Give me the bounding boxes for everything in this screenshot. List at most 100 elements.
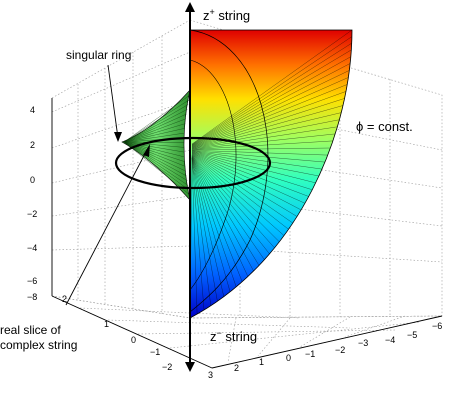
axis-frame xyxy=(51,98,443,369)
right-tick: 0 xyxy=(286,353,291,363)
surface-ruling-line xyxy=(191,152,306,204)
phi-const-surface xyxy=(189,29,353,319)
string-axis xyxy=(185,2,195,372)
cone-ruling-line xyxy=(123,141,185,158)
surface-ruling-line xyxy=(191,157,211,306)
left-tick: 1 xyxy=(104,319,109,329)
vertical-tick: −2 xyxy=(27,209,37,219)
surface-ruling-line xyxy=(191,157,205,311)
vertical-tick: −4 xyxy=(27,243,37,253)
real-slice-label-line2: complex string xyxy=(0,338,77,352)
cone-ruling-line xyxy=(123,128,185,143)
singular-ring-label: singular ring xyxy=(66,48,131,62)
surface-ruling-line xyxy=(191,112,342,149)
right-tick: 3 xyxy=(208,370,213,380)
surface-ruling-line xyxy=(191,154,285,236)
surface-ruling-line xyxy=(191,155,254,272)
surface-ruling-line xyxy=(191,157,231,292)
z-minus-arrow-icon xyxy=(185,362,195,372)
vertical-tick: 4 xyxy=(30,105,35,115)
cone-ruling-line xyxy=(123,141,185,162)
cone-ruling-line xyxy=(123,141,185,148)
surface-ruling-line xyxy=(191,154,275,249)
surface-ruling-line xyxy=(191,77,349,147)
right-tick: −4 xyxy=(385,335,395,345)
cone-ruling-line xyxy=(123,132,185,143)
surface-ruling-line xyxy=(191,70,350,147)
surface-ruling-line xyxy=(191,133,336,150)
green-cone-surface xyxy=(121,89,191,201)
right-tick: −2 xyxy=(335,345,345,355)
cone-ruling-line xyxy=(123,94,191,143)
right-tick: −6 xyxy=(432,321,442,331)
cone-ruling-line xyxy=(123,141,189,186)
vertical-axis-ticks: 4 2 0 −2 −4 −6 −8 xyxy=(27,105,37,302)
left-tick: 0 xyxy=(131,335,136,345)
cone-ruling-line xyxy=(123,141,190,191)
vertical-tick: −6 xyxy=(27,276,37,286)
surface-ruling-line xyxy=(191,63,351,146)
surface-ruling-line xyxy=(191,91,347,148)
surface-ruling-line xyxy=(191,43,352,145)
surface-ruling-line xyxy=(191,155,260,266)
vertical-tick: 2 xyxy=(30,140,35,150)
surface-ruling-line xyxy=(191,147,331,151)
z-plus-string-label: z+ string xyxy=(203,7,250,23)
cone-ruling-line xyxy=(123,113,187,143)
surface-ruling-line xyxy=(191,156,243,282)
annotation-arrows xyxy=(65,64,150,306)
right-tick: −5 xyxy=(407,330,417,340)
surface-ruling-line xyxy=(191,154,280,242)
surface-ruling-line xyxy=(191,36,352,145)
surface-ruling-line xyxy=(191,84,348,147)
surface-ruling-line xyxy=(191,119,340,149)
surface-ruling-line xyxy=(191,140,333,150)
surface-ruling-line xyxy=(191,153,289,230)
surface-ruling-line xyxy=(191,29,353,145)
surface-ruling-line xyxy=(191,156,237,287)
surface-ruling-line xyxy=(191,151,319,177)
left-tick: −2 xyxy=(162,362,172,372)
surface-ruling-line xyxy=(191,155,265,260)
surface-ruling-line xyxy=(191,157,224,297)
surface-ruling-line xyxy=(191,56,351,146)
surface-ruling-line xyxy=(191,152,309,197)
right-tick: 2 xyxy=(234,363,239,373)
vertical-tick: 0 xyxy=(30,175,35,185)
surface-ruling-line xyxy=(191,153,293,224)
right-floor-axis-ticks: −6 −5 −4 −3 −2 −1 0 1 2 3 xyxy=(208,321,442,380)
left-tick: 2 xyxy=(62,294,67,304)
left-tick: −1 xyxy=(150,347,160,357)
surface-ruling-line xyxy=(191,153,298,217)
surface-ruling-line xyxy=(191,49,352,146)
surface-ruling-line xyxy=(191,151,316,184)
surface-ruling-line xyxy=(191,105,344,148)
cone-ruling-line xyxy=(123,109,188,143)
surface-ruling-line xyxy=(191,150,328,156)
right-tick: 1 xyxy=(259,357,264,367)
surface-ruling-line xyxy=(191,155,270,255)
real-slice-label-line1: real slice of xyxy=(0,323,61,337)
cone-ruling-line xyxy=(123,118,186,143)
phi-const-label: ϕ = const. xyxy=(356,119,413,134)
surface-ruling-line xyxy=(191,126,338,150)
z-minus-string-label: z− string xyxy=(210,328,257,344)
z-plus-arrow-icon xyxy=(185,2,195,12)
cone-ruling-line xyxy=(123,141,185,153)
cone-ruling-line xyxy=(123,141,188,181)
left-floor-axis-ticks: 2 1 0 −1 −2 xyxy=(62,294,172,372)
cone-ruling-line xyxy=(123,104,189,143)
cone-ruling-line xyxy=(123,99,190,143)
surface-ruling-line xyxy=(191,156,249,277)
cone-ruling-line xyxy=(123,141,191,196)
surface-ruling-line xyxy=(191,151,313,190)
right-tick: −3 xyxy=(358,338,368,348)
surface-ruling-line xyxy=(191,150,323,170)
singular-ring xyxy=(114,136,272,190)
surface-ruling-line xyxy=(191,157,218,302)
cone-ruling-line xyxy=(123,123,186,143)
right-tick: −1 xyxy=(305,349,315,359)
surface-ruling-line xyxy=(191,158,198,315)
surface-ruling-line xyxy=(191,150,326,163)
